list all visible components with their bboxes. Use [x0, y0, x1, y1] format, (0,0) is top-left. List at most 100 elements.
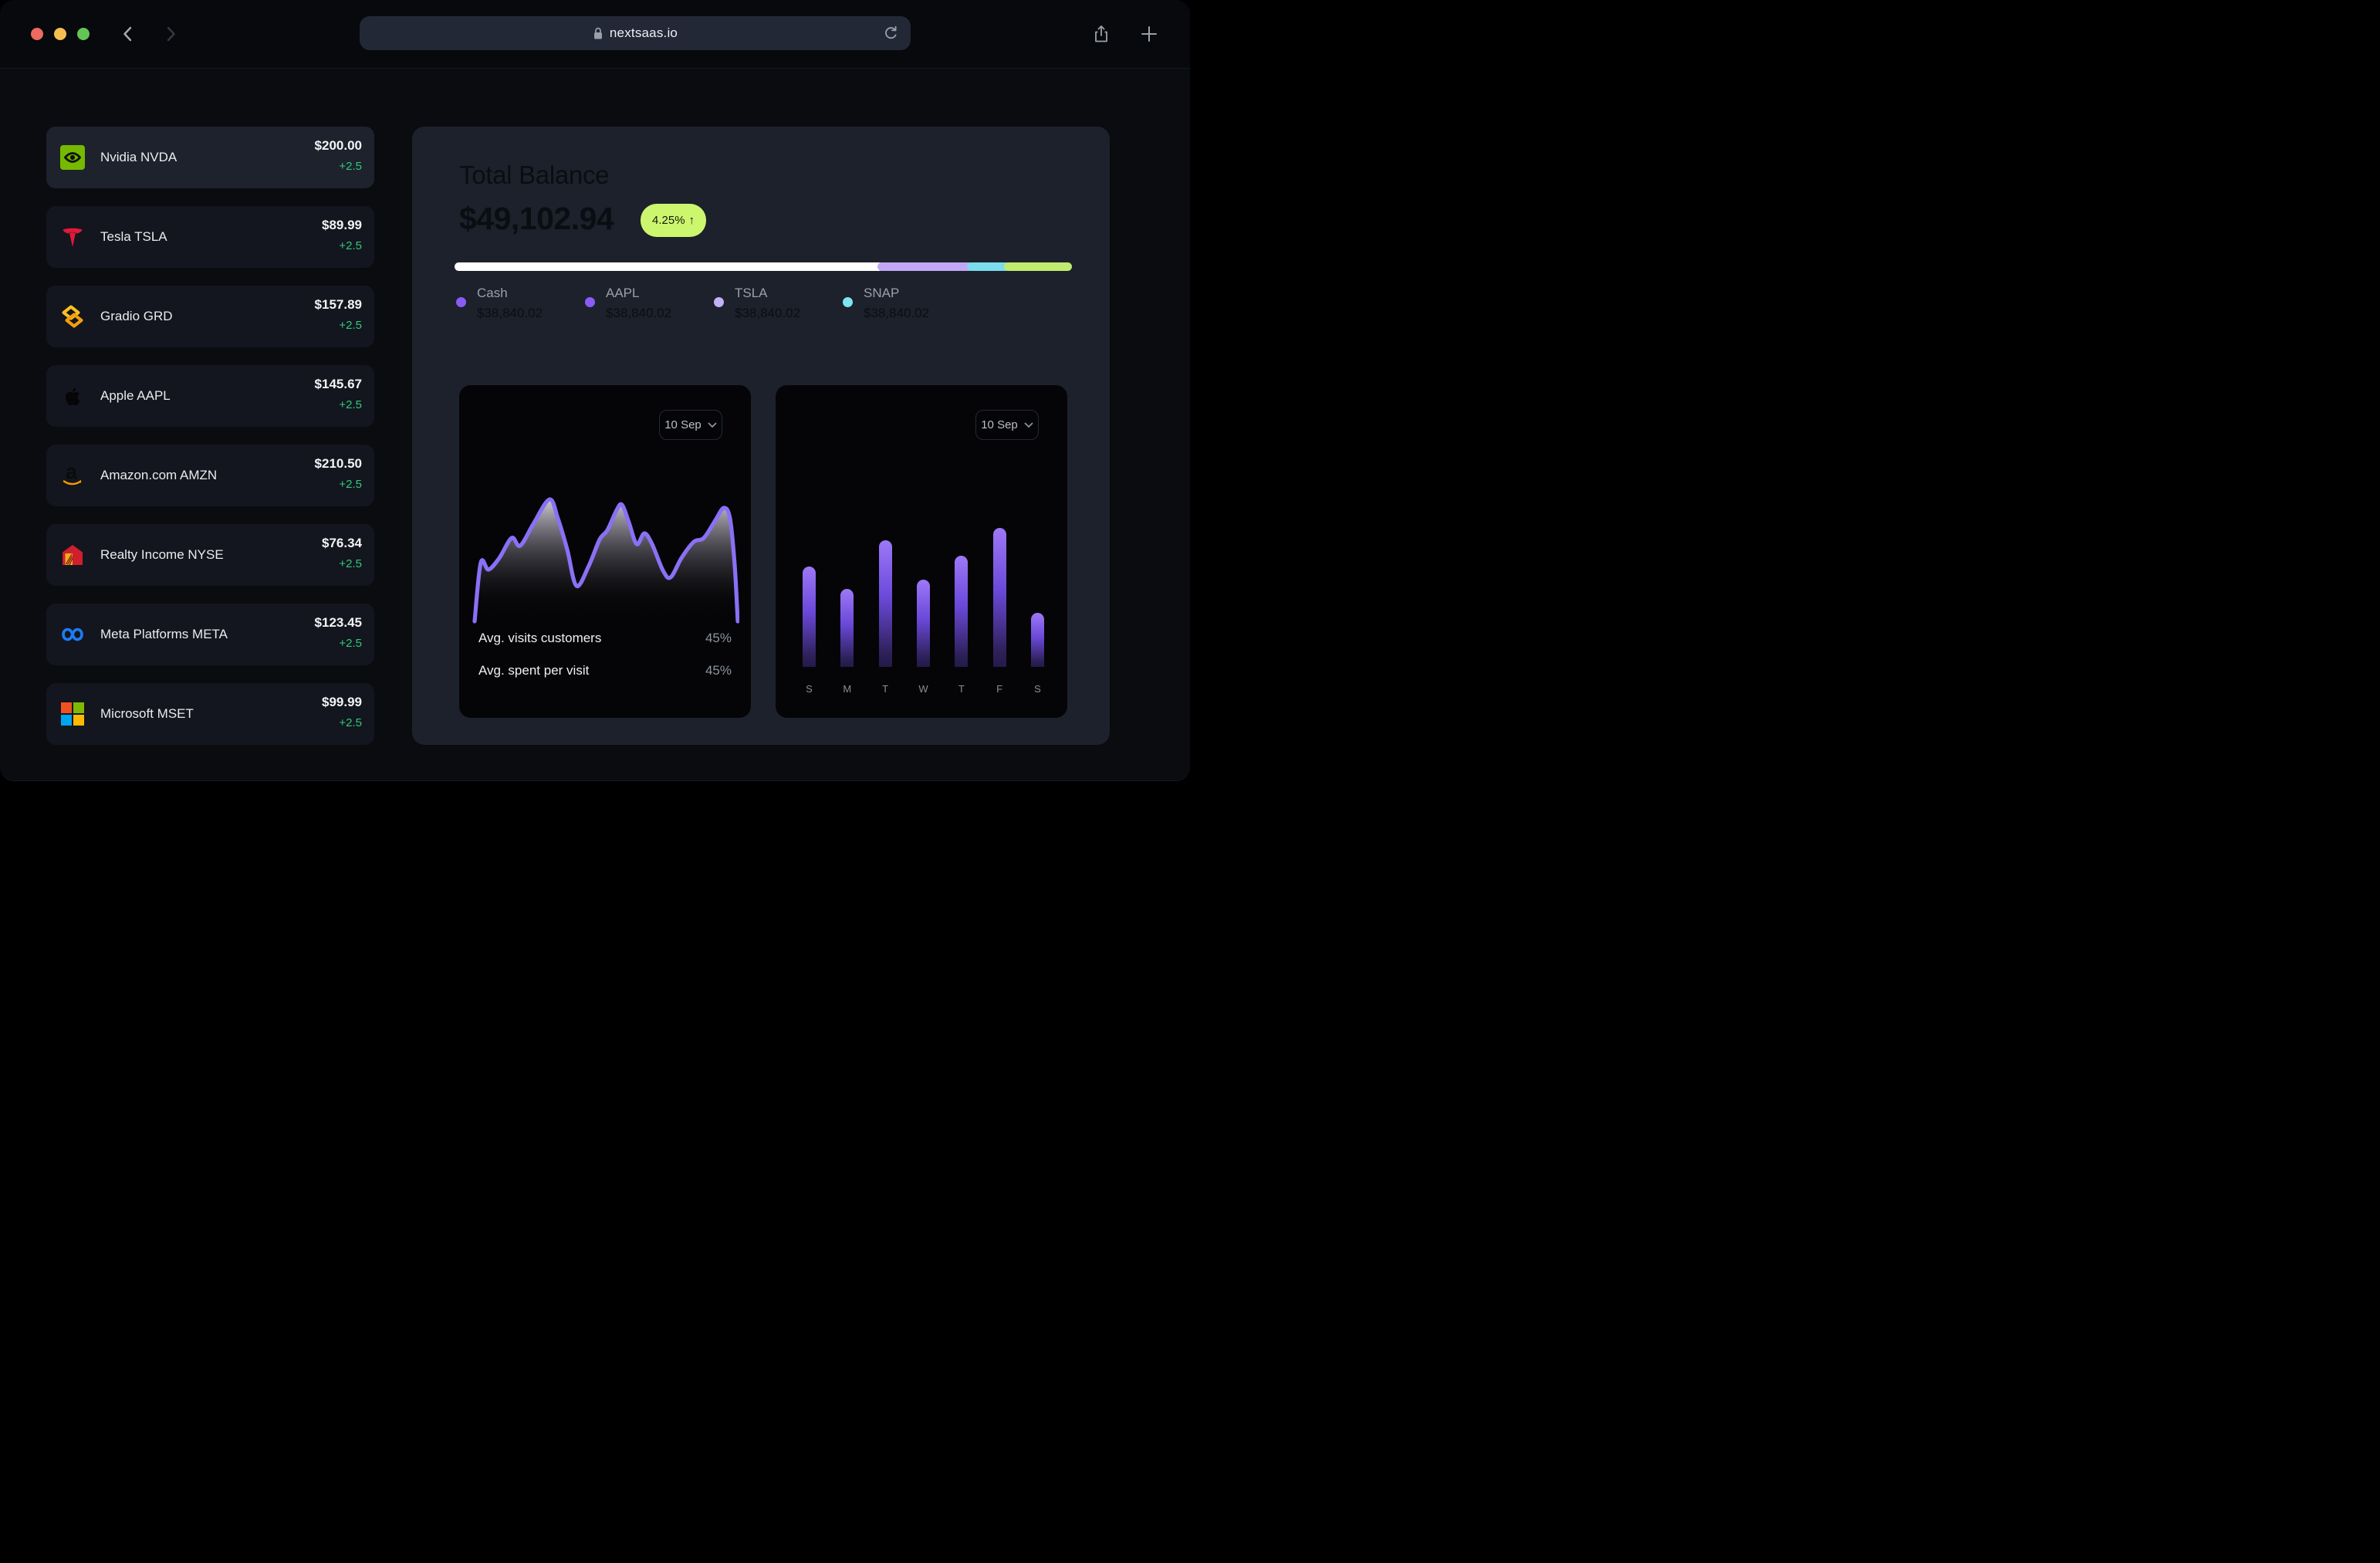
stock-item-amzn[interactable]: a Amazon.com AMZN $210.50 +2.5 — [46, 445, 374, 506]
legend-item-cash: Cash $38,840.02 — [456, 286, 585, 321]
stock-name: Nvidia NVDA — [100, 150, 177, 164]
date-dropdown-label: 10 Sep — [664, 418, 701, 431]
stock-price: $145.67 — [314, 377, 362, 391]
legend-label: SNAP — [864, 286, 900, 300]
chevron-down-icon — [1024, 422, 1033, 428]
stock-change: +2.5 — [339, 398, 362, 411]
new-tab-button[interactable] — [1139, 24, 1159, 44]
page-title: Total Balance — [459, 161, 610, 189]
stock-item-nvda[interactable]: Nvidia NVDA $200.00 +2.5 — [46, 127, 374, 188]
close-window-button[interactable] — [31, 28, 43, 40]
stat-label: Avg. visits customers — [478, 631, 602, 645]
stock-change: +2.5 — [339, 478, 362, 491]
weekly-bar-chart-card: 10 Sep S M T W T F S — [776, 385, 1067, 718]
allocation-segment-cash — [455, 262, 884, 271]
legend-value: $38,840.02 — [735, 306, 801, 320]
bar-T-4 — [955, 556, 969, 667]
stock-watchlist: Nvidia NVDA $200.00 +2.5 Tesla TSLA $89.… — [46, 127, 374, 763]
share-button[interactable] — [1091, 24, 1111, 44]
allocation-segment-aapl — [877, 262, 973, 271]
stock-item-mset[interactable]: Microsoft MSET $99.99 +2.5 — [46, 683, 374, 745]
minimize-window-button[interactable] — [54, 28, 66, 40]
day-label: W — [918, 683, 928, 695]
bar-M-1 — [840, 589, 854, 667]
date-dropdown[interactable]: 10 Sep — [975, 410, 1039, 440]
gradio-logo-icon — [60, 304, 85, 329]
allocation-segment-snap — [1004, 262, 1072, 271]
browser-window: nextsaas.io — [0, 0, 1190, 781]
stock-price: $200.00 — [314, 138, 362, 153]
bar-F-5 — [992, 528, 1006, 667]
nvidia-logo-icon — [60, 145, 85, 170]
allocation-bar — [455, 262, 1072, 271]
stock-change: +2.5 — [339, 557, 362, 570]
stock-price: $76.34 — [322, 536, 362, 550]
back-button[interactable] — [120, 25, 138, 43]
stat-value: 45% — [705, 631, 732, 645]
total-balance-amount: $49,102.94 — [459, 201, 614, 236]
plus-icon — [1141, 26, 1157, 42]
stock-price: $210.50 — [314, 456, 362, 471]
stock-name: Meta Platforms META — [100, 627, 228, 641]
day-label: T — [882, 683, 889, 695]
stock-item-meta[interactable]: Meta Platforms META $123.45 +2.5 — [46, 604, 374, 665]
day-label: M — [843, 683, 852, 695]
stock-change: +2.5 — [339, 160, 362, 173]
stat-value: 45% — [705, 663, 732, 678]
legend-value: $38,840.02 — [606, 306, 672, 320]
bar-S-0 — [803, 567, 816, 667]
meta-logo-icon — [60, 622, 85, 647]
day-label: F — [996, 683, 1003, 695]
date-dropdown[interactable]: 10 Sep — [659, 410, 722, 440]
stock-name: Microsoft MSET — [100, 706, 194, 721]
microsoft-logo-icon — [60, 702, 85, 726]
legend-label: TSLA — [735, 286, 768, 300]
stock-name: Amazon.com AMZN — [100, 468, 218, 482]
tesla-logo-icon — [60, 225, 85, 249]
day-label: T — [958, 683, 965, 695]
legend-label: AAPL — [606, 286, 640, 300]
legend-value: $38,840.02 — [477, 306, 543, 320]
amazon-logo-icon: a — [60, 460, 85, 488]
stat-label: Avg. spent per visit — [478, 663, 590, 678]
arrow-up-icon: ↑ — [688, 214, 695, 227]
stock-price: $89.99 — [322, 218, 362, 232]
reload-button[interactable] — [883, 25, 900, 42]
forward-button[interactable] — [161, 25, 179, 43]
legend-item-snap: SNAP $38,840.02 — [843, 286, 972, 321]
bar-chart — [803, 524, 1044, 667]
lock-icon — [593, 27, 602, 39]
stock-change: +2.5 — [339, 637, 362, 650]
visits-chart-card: 10 Sep Avg. — [459, 385, 751, 718]
stock-item-nyse[interactable]: Realty Income NYSE $76.34 +2.5 — [46, 524, 374, 586]
day-labels: S M T W T F S — [803, 683, 1044, 695]
allocation-legend: Cash $38,840.02 AAPL $38,840.02 TSLA $ — [456, 286, 972, 321]
legend-value: $38,840.02 — [864, 306, 930, 320]
growth-badge: 4.25% ↑ — [641, 204, 707, 237]
reload-icon — [885, 25, 897, 39]
apple-logo-icon — [60, 384, 85, 408]
stock-item-tsla[interactable]: Tesla TSLA $89.99 +2.5 — [46, 206, 374, 268]
browser-toolbar: nextsaas.io — [0, 0, 1190, 69]
legend-dot — [456, 297, 466, 307]
stock-price: $123.45 — [314, 615, 362, 630]
zoom-window-button[interactable] — [77, 28, 90, 40]
growth-value: 4.25% — [652, 214, 685, 227]
bar-T-2 — [878, 540, 892, 667]
legend-dot — [714, 297, 724, 307]
day-label: S — [806, 683, 813, 695]
chevron-down-icon — [708, 422, 717, 428]
stock-item-grd[interactable]: Gradio GRD $157.89 +2.5 — [46, 286, 374, 347]
total-balance-panel: Total Balance $49,102.94 4.25% ↑ Cash $3… — [412, 127, 1110, 745]
stock-name: Apple AAPL — [100, 388, 171, 403]
stock-price: $99.99 — [322, 695, 362, 709]
stock-price: $157.89 — [314, 297, 362, 312]
stock-item-aapl[interactable]: Apple AAPL $145.67 +2.5 — [46, 365, 374, 427]
address-bar[interactable]: nextsaas.io — [360, 16, 911, 50]
stock-change: +2.5 — [339, 716, 362, 729]
stock-name: Realty Income NYSE — [100, 547, 224, 562]
legend-dot — [843, 297, 853, 307]
chevron-right-icon — [167, 26, 175, 42]
day-label: S — [1034, 683, 1041, 695]
legend-item-aapl: AAPL $38,840.02 — [585, 286, 714, 321]
